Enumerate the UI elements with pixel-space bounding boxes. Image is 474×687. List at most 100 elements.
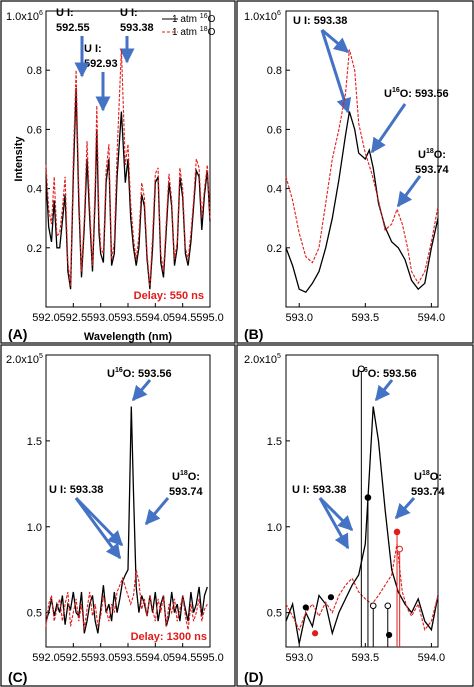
panel-c-y-tick-label-0: 0.5 <box>27 608 42 620</box>
panel-c-x-tick-label-3: 593.5 <box>114 652 142 664</box>
panel-a-x-tick-label-6: 595.0 <box>196 312 224 324</box>
panel-c-x-tick-label-0: 592.0 <box>32 652 60 664</box>
panel-c-annotation-ui: U I: 593.38 <box>49 484 103 496</box>
panel-b-y-exponent: 1.0x106 <box>244 10 281 23</box>
panel-a-x-tick-label-1: 592.5 <box>60 312 88 324</box>
panel-c-annotation-u18o-value: 593.74 <box>169 486 204 498</box>
panel-a-legend: 1 atm 16O 1 atm 18O <box>160 12 216 38</box>
panel-b-arrow-2 <box>320 29 352 114</box>
panel-a-series-16o-line <box>45 87 211 290</box>
panel-a: 1.0x106 Intensity Wavelength (nm) (A) De… <box>6 7 216 343</box>
panel-d-stick-marker-5 <box>396 545 403 553</box>
panel-c-x-tick-label-5: 594.5 <box>169 652 197 664</box>
panel-a-annotation-1-label: U I: <box>56 7 74 19</box>
panel-b-annotation-u18o: U18O: <box>418 148 446 161</box>
panel-b-x-tick-label-0: 593.0 <box>285 312 313 324</box>
panel-c-series-18o-line <box>45 569 208 630</box>
panel-d-y-exponent: 2.0x105 <box>244 353 281 366</box>
panel-a-y-exponent: 1.0x106 <box>6 10 43 23</box>
panel-a-annotation-3-label: U I: <box>120 7 138 19</box>
panel-b-annotation-u18o-value: 593.74 <box>415 164 450 176</box>
panel-a-xlabel: Wavelength (nm) <box>84 331 173 343</box>
panel-c-y-exponent: 2.0x105 <box>6 353 43 366</box>
panel-b-label: (B) <box>244 326 263 342</box>
panel-b-arrow-4 <box>396 175 422 208</box>
panel-d-annotation-u18o: U18O: <box>414 470 442 483</box>
panel-b: 1.0x106 (B) U I: 593.38 U16O: 593.56 U18… <box>244 10 450 342</box>
panel-d-series-16o-line <box>285 406 439 644</box>
panel-c-plot-area <box>45 354 211 648</box>
panel-a-annotation-2-value: 592.93 <box>84 58 118 70</box>
panel-d-arrow-2 <box>318 496 354 532</box>
panel-a-series-18o-line <box>45 49 211 287</box>
panel-d-y-tick-label-1: 1.0 <box>267 522 282 534</box>
panel-d-label: (D) <box>244 669 263 685</box>
panel-d-frame <box>236 344 474 687</box>
panel-c-x-tick-label-2: 593.0 <box>87 652 115 664</box>
panel-c-annotation-u16o: U16O: 593.56 <box>107 367 172 380</box>
panel-b-plot-area <box>285 10 439 308</box>
panel-c-x-tick-label-1: 592.5 <box>60 652 88 664</box>
panel-d-x-tick-label-0: 593.0 <box>285 652 313 664</box>
panel-d-dot-2 <box>327 594 335 601</box>
panel-d-arrow-4 <box>394 496 416 520</box>
legend-entry-18o: 1 atm 18O <box>172 26 216 38</box>
panel-b-y-tick-label-3: 0.8 <box>267 65 282 77</box>
panel-c-series-16o-line <box>45 406 208 634</box>
panel-d-annotation-ui: U I: 593.38 <box>292 484 346 496</box>
panel-a-x-tick-label-3: 593.5 <box>114 312 142 324</box>
panel-c-arrow-4 <box>144 497 170 526</box>
panel-d-stick-marker-2 <box>369 602 377 610</box>
panel-d-annotation-u18o-value: 593.74 <box>411 486 446 498</box>
panel-a-y-tick-label-1: 0.4 <box>27 184 42 196</box>
panel-a-x-tick-label-4: 594.0 <box>142 312 170 324</box>
panel-a-x-tick-label-0: 592.0 <box>32 312 60 324</box>
panel-b-frame <box>236 0 474 344</box>
panel-d-arrow-1 <box>374 379 394 402</box>
panel-b-x-tick-label-1: 593.5 <box>352 312 380 324</box>
panel-d-stick-marker-3 <box>384 602 392 610</box>
panel-d-arrow-3 <box>318 497 350 550</box>
panel-d-dot-1 <box>311 630 319 637</box>
panel-b-arrow-1 <box>321 28 350 54</box>
panel-d-y-tick-label-2: 1.5 <box>267 436 282 448</box>
panel-b-y-tick-label-1: 0.4 <box>267 184 282 196</box>
panel-a-y-tick-label-0: 0.2 <box>27 243 42 255</box>
panel-c-label: (C) <box>8 669 27 685</box>
panel-d-y-tick-label-0: 0.5 <box>267 608 282 620</box>
panel-a-x-tick-label-2: 593.0 <box>87 312 115 324</box>
panel-c-arrow-3 <box>74 497 122 560</box>
panel-c-delay: Delay: 1300 ns <box>131 631 207 643</box>
panel-c-x-tick-label-4: 594.0 <box>142 652 170 664</box>
panel-d-plot-area <box>285 354 439 648</box>
panel-a-x-tick-label-5: 594.5 <box>169 312 197 324</box>
panel-b-annotation-ui: U I: 593.38 <box>293 15 347 27</box>
panel-d-stick-marker-4 <box>393 528 401 536</box>
panel-c-arrow-2 <box>74 496 124 547</box>
panel-c-x-tick-label-6: 595.0 <box>196 652 224 664</box>
panel-c-frame <box>0 344 236 687</box>
panel-c: 2.0x105 (C) Delay: 1300 ns U16O: 593.56 … <box>6 353 211 685</box>
panel-c-annotation-u18o: U18O: <box>172 470 200 483</box>
chart-marks: 592.0 592.5 593.0 593.5 594.0 594.5 595.00.20.… <box>27 49 446 664</box>
panel-a-y-tick-label-3: 0.8 <box>27 65 42 77</box>
panel-a-annotation-2-label: U I: <box>84 43 102 55</box>
panel-b-series-16o-line <box>285 111 439 294</box>
panel-d-x-tick-label-1: 593.5 <box>352 652 380 664</box>
panel-b-x-tick-label-2: 594.0 <box>418 312 446 324</box>
panel-c-arrow-1 <box>131 379 152 402</box>
panel-a-frame <box>0 0 236 344</box>
panel-b-y-tick-label-2: 0.6 <box>267 124 282 136</box>
panel-a-annotation-1-value: 592.55 <box>56 22 90 34</box>
panel-b-y-tick-label-0: 0.2 <box>267 243 282 255</box>
panel-d-dot-3 <box>385 631 393 639</box>
panel-b-arrow-3 <box>370 103 407 154</box>
panel-a-y-tick-label-2: 0.6 <box>27 124 42 136</box>
panel-a-label: (A) <box>8 326 27 342</box>
panel-d-x-tick-label-2: 594.0 <box>418 652 446 664</box>
panel-a-ylabel: Intensity <box>13 136 25 182</box>
panel-c-y-tick-label-2: 1.5 <box>27 436 42 448</box>
panel-d-stick-marker-0 <box>358 365 365 373</box>
panel-d-stick-marker-1 <box>364 494 372 501</box>
